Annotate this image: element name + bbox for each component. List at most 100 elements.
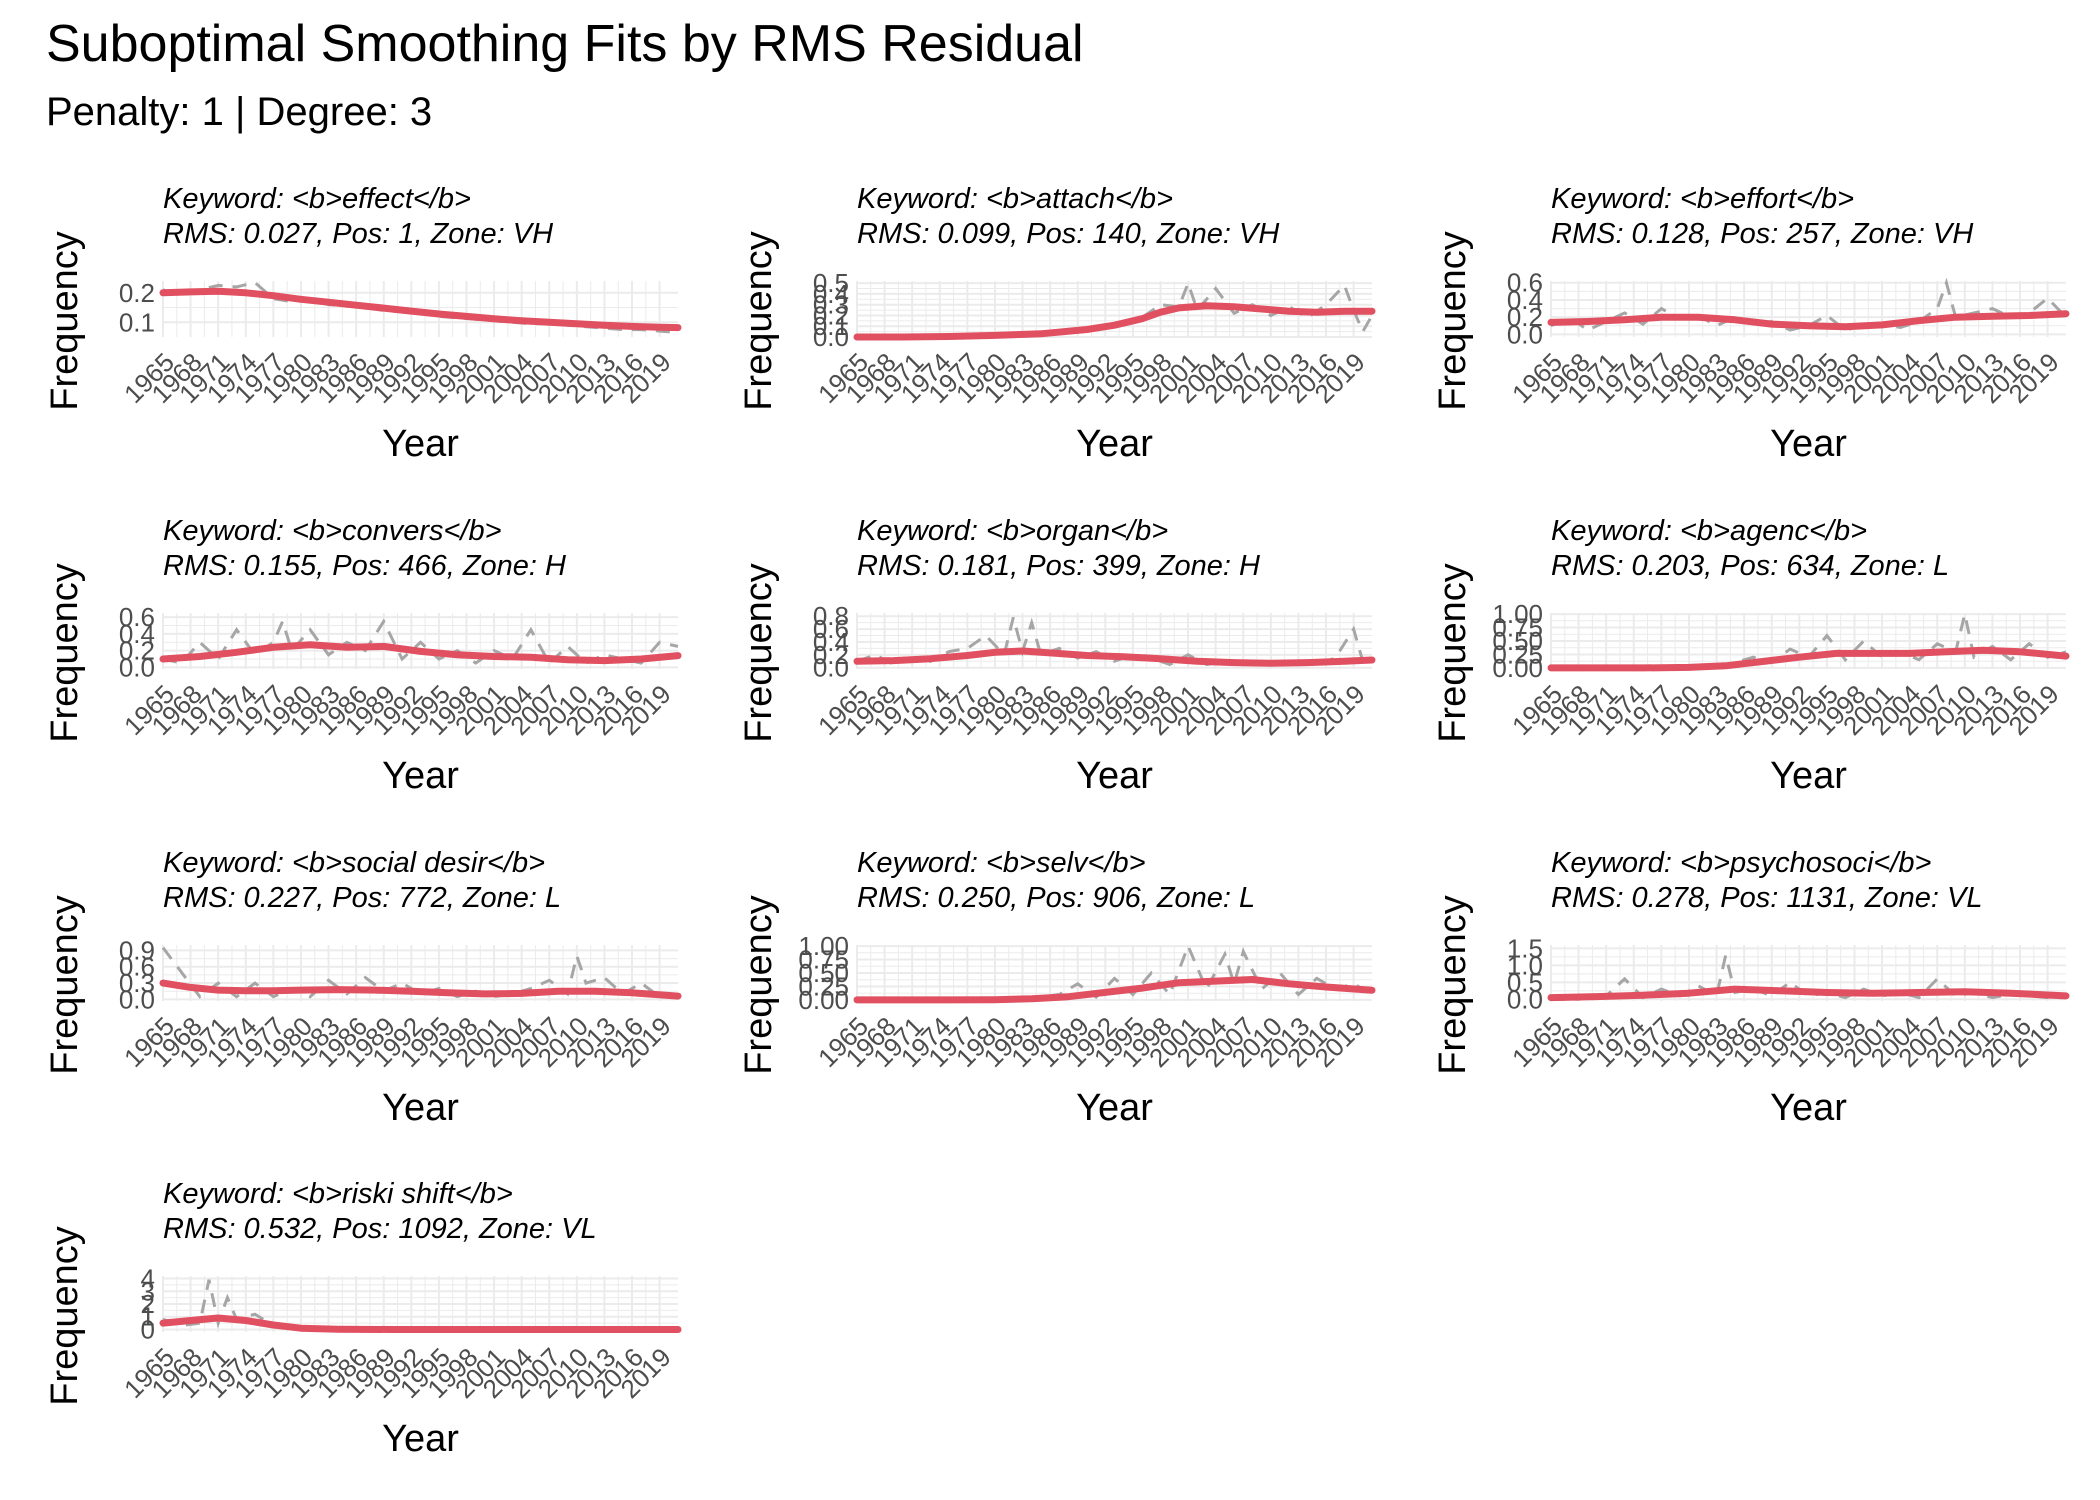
y-axis-title: Frequency bbox=[1432, 563, 1474, 743]
raw-frequency-line bbox=[856, 617, 1373, 667]
y-tick-label: 0.50 bbox=[1492, 626, 1543, 656]
y-axis-title: Frequency bbox=[44, 895, 86, 1075]
chart-main-title: Suboptimal Smoothing Fits by RMS Residua… bbox=[46, 15, 1084, 73]
y-axis-title: Frequency bbox=[738, 895, 780, 1075]
y-tick-label: 2 bbox=[141, 1289, 155, 1319]
y-tick-label: 0.25 bbox=[1492, 639, 1543, 669]
raw-frequency-line bbox=[1550, 277, 2068, 332]
y-tick-label: 0.00 bbox=[798, 985, 849, 1015]
panel-stats: RMS: 0.278, Pos: 1131, Zone: VL bbox=[1551, 882, 1983, 914]
y-tick-label: 0.0 bbox=[1507, 984, 1543, 1014]
smoothed-fit-line bbox=[1547, 985, 2070, 1002]
panel-stats: RMS: 0.027, Pos: 1, Zone: VH bbox=[163, 218, 553, 250]
y-tick-label: 1 bbox=[141, 1302, 155, 1332]
y-tick-label: 0.75 bbox=[798, 945, 849, 975]
chart-panel-7: Keyword: <b>social desir</b>RMS: 0.227, … bbox=[44, 847, 682, 1129]
y-tick-label: 0.9 bbox=[119, 935, 155, 965]
panel-stats: RMS: 0.155, Pos: 466, Zone: H bbox=[163, 550, 566, 582]
smoothed-fit-line bbox=[159, 641, 682, 665]
y-tick-label: 0.00 bbox=[1492, 653, 1543, 683]
y-tick-label: 0.0 bbox=[813, 653, 849, 683]
y-tick-label: 0.3 bbox=[119, 968, 155, 998]
y-tick-label: 0.6 bbox=[119, 952, 155, 982]
chart-panel-5: Keyword: <b>organ</b>RMS: 0.181, Pos: 39… bbox=[738, 515, 1376, 797]
chart-subtitle: Penalty: 1 | Degree: 3 bbox=[46, 90, 433, 134]
x-axis-title: Year bbox=[1770, 423, 1847, 465]
x-axis-title: Year bbox=[382, 423, 459, 465]
y-tick-label: 0.3 bbox=[813, 290, 849, 320]
smoothed-fit-line bbox=[853, 976, 1376, 1004]
x-axis-title: Year bbox=[1076, 423, 1153, 465]
y-tick-label: 0.0 bbox=[813, 322, 849, 352]
x-axis-title: Year bbox=[382, 755, 459, 797]
y-tick-label: 0.0 bbox=[119, 984, 155, 1014]
smoothed-fit-line bbox=[853, 647, 1376, 667]
smoothed-fit-line bbox=[1547, 310, 2070, 331]
chart-panel-10: Keyword: <b>riski shift</b>RMS: 0.532, P… bbox=[44, 1178, 682, 1460]
y-tick-label: 0.4 bbox=[1507, 285, 1543, 315]
y-tick-label: 0.5 bbox=[1507, 967, 1543, 997]
y-axis-title: Frequency bbox=[1432, 231, 1474, 411]
chart-panel-4: Keyword: <b>convers</b>RMS: 0.155, Pos: … bbox=[44, 515, 682, 797]
y-axis-title: Frequency bbox=[1432, 895, 1474, 1075]
y-tick-label: 0.5 bbox=[813, 268, 849, 298]
y-axis-title: Frequency bbox=[44, 563, 86, 743]
panel-stats: RMS: 0.250, Pos: 906, Zone: L bbox=[857, 882, 1255, 914]
y-tick-label: 0.0 bbox=[119, 652, 155, 682]
x-axis-title: Year bbox=[1770, 1087, 1847, 1129]
panel-title: Keyword: <b>organ</b> bbox=[857, 515, 1168, 547]
panel-title: Keyword: <b>effect</b> bbox=[163, 183, 471, 215]
y-tick-label: 0 bbox=[141, 1314, 155, 1344]
panel-title: Keyword: <b>agenc</b> bbox=[1551, 515, 1867, 547]
y-tick-label: 0.25 bbox=[798, 971, 849, 1001]
raw-frequency-line bbox=[162, 1279, 678, 1331]
chart-panel-8: Keyword: <b>selv</b>RMS: 0.250, Pos: 906… bbox=[738, 847, 1376, 1129]
y-tick-label: 0.2 bbox=[119, 636, 155, 666]
y-tick-label: 0.2 bbox=[119, 278, 155, 308]
panel-title: Keyword: <b>psychosoci</b> bbox=[1551, 847, 1931, 879]
x-axis-title: Year bbox=[382, 1418, 459, 1460]
smoothed-fit-line bbox=[853, 302, 1376, 341]
panel-title: Keyword: <b>convers</b> bbox=[163, 515, 502, 547]
smoothed-fit-line bbox=[159, 287, 682, 332]
y-tick-label: 1.00 bbox=[1492, 599, 1543, 629]
y-tick-label: 0.1 bbox=[119, 307, 155, 337]
panel-title: Keyword: <b>social desir</b> bbox=[163, 847, 545, 879]
panel-stats: RMS: 0.203, Pos: 634, Zone: L bbox=[1551, 550, 1949, 582]
panel-title: Keyword: <b>riski shift</b> bbox=[163, 1178, 513, 1210]
y-axis-title: Frequency bbox=[738, 231, 780, 411]
y-axis-title: Frequency bbox=[738, 563, 780, 743]
y-tick-label: 0.4 bbox=[813, 627, 849, 657]
smoothed-fit-line bbox=[1547, 646, 2070, 672]
panel-title: Keyword: <b>effort</b> bbox=[1551, 183, 1854, 215]
y-tick-label: 0.6 bbox=[1507, 268, 1543, 298]
panel-stats: RMS: 0.128, Pos: 257, Zone: VH bbox=[1551, 218, 1973, 250]
chart-panel-2: Keyword: <b>attach</b>RMS: 0.099, Pos: 1… bbox=[738, 183, 1376, 465]
panel-title: Keyword: <b>attach</b> bbox=[857, 183, 1173, 215]
panel-stats: RMS: 0.227, Pos: 772, Zone: L bbox=[163, 882, 561, 914]
panel-title: Keyword: <b>selv</b> bbox=[857, 847, 1146, 879]
y-tick-label: 4 bbox=[141, 1264, 155, 1294]
y-tick-label: 0.6 bbox=[813, 614, 849, 644]
y-axis-title: Frequency bbox=[44, 1226, 86, 1406]
y-tick-label: 0.4 bbox=[813, 279, 849, 309]
panel-stats: RMS: 0.181, Pos: 399, Zone: H bbox=[857, 550, 1260, 582]
x-axis-title: Year bbox=[382, 1087, 459, 1129]
y-axis-title: Frequency bbox=[44, 231, 86, 411]
y-tick-label: 0.75 bbox=[1492, 613, 1543, 643]
smoothed-fit-line bbox=[159, 1314, 682, 1333]
y-tick-label: 0.2 bbox=[813, 640, 849, 670]
chart-panel-1: Keyword: <b>effect</b>RMS: 0.027, Pos: 1… bbox=[44, 183, 682, 465]
y-tick-label: 0.8 bbox=[813, 601, 849, 631]
panel-stats: RMS: 0.099, Pos: 140, Zone: VH bbox=[857, 218, 1279, 250]
y-tick-label: 0.50 bbox=[798, 958, 849, 988]
y-tick-label: 1.5 bbox=[1507, 933, 1543, 963]
y-tick-label: 0.4 bbox=[119, 619, 155, 649]
x-axis-title: Year bbox=[1076, 755, 1153, 797]
x-axis-title: Year bbox=[1076, 1087, 1153, 1129]
x-axis-title: Year bbox=[1770, 755, 1847, 797]
y-tick-label: 1.0 bbox=[1507, 950, 1543, 980]
y-tick-label: 0.2 bbox=[1507, 302, 1543, 332]
y-tick-label: 0.1 bbox=[813, 311, 849, 341]
